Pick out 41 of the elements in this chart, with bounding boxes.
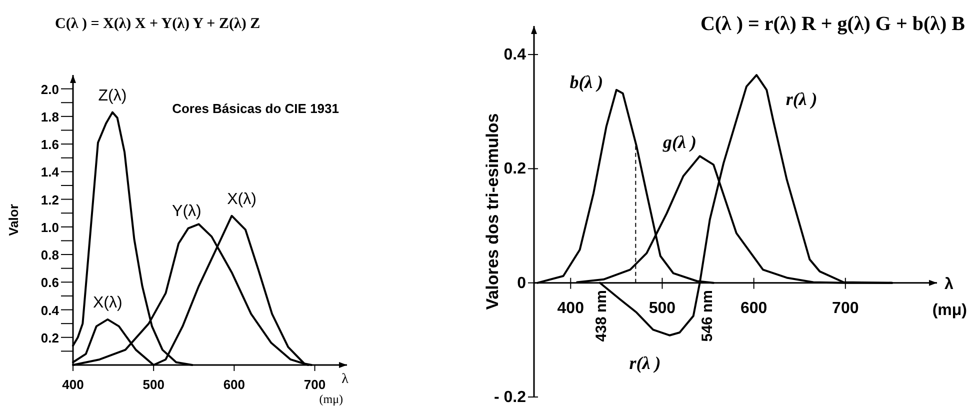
x-axis-title: λ (342, 372, 349, 387)
x-tick-label: 400 (62, 377, 84, 392)
series-label: r(λ ) (786, 89, 818, 110)
annotation: 546 nm (699, 290, 716, 342)
x-tick-label: 500 (648, 300, 676, 317)
series-label: g(λ ) (662, 132, 697, 152)
y-axis-title: Valores dos tri-esimulos (483, 113, 502, 310)
y-tick-label: 1.0 (40, 220, 59, 235)
series-label: b(λ ) (570, 72, 604, 92)
x-axis-title: λ (944, 276, 954, 293)
y-tick-label: 1.6 (40, 137, 59, 152)
annotation: Cores Básicas do CIE 1931 (172, 101, 339, 116)
y-tick-label: 0.2 (504, 160, 526, 178)
y-tick-label: 0.6 (40, 275, 59, 290)
annotation: X(λ) (92, 294, 122, 312)
x-tick-label: 400 (557, 300, 584, 317)
series-label: Z(λ) (98, 87, 127, 104)
y-tick-label: 0 (517, 274, 526, 292)
y-tick-label: 0.2 (40, 330, 59, 346)
x-tick-label: 700 (304, 377, 326, 392)
y-axis-title: Valor (6, 204, 21, 236)
x-tick-label: 700 (832, 300, 859, 317)
y-tick-label: 1.2 (40, 192, 59, 208)
y-tick-label: 1.4 (40, 164, 60, 180)
chart-title: C(λ ) = X(λ) X + Y(λ) Y + Z(λ) Z (55, 16, 260, 32)
text: (mμ) (319, 392, 343, 406)
y-tick-label: 2.0 (40, 82, 59, 97)
x-tick-label: 600 (740, 300, 768, 317)
y-tick-label: - 0.2 (494, 389, 526, 406)
y-tick-label: 0.4 (504, 46, 526, 64)
annotation: (mμ) (932, 302, 967, 319)
annotation: r(λ ) (629, 353, 661, 373)
annotation: 438 nm (593, 290, 610, 342)
y-tick-label: 1.8 (40, 109, 59, 124)
y-tick-label: 0.4 (40, 302, 60, 318)
y-tick-label: 0.8 (40, 248, 59, 263)
x-tick-label: 500 (142, 377, 164, 392)
chart-title: C(λ ) = r(λ) R + g(λ) G + b(λ) B (700, 13, 965, 35)
series-label: Y(λ) (172, 203, 202, 220)
x-tick-label: 600 (223, 377, 246, 392)
series-label: X(λ) (227, 190, 256, 208)
